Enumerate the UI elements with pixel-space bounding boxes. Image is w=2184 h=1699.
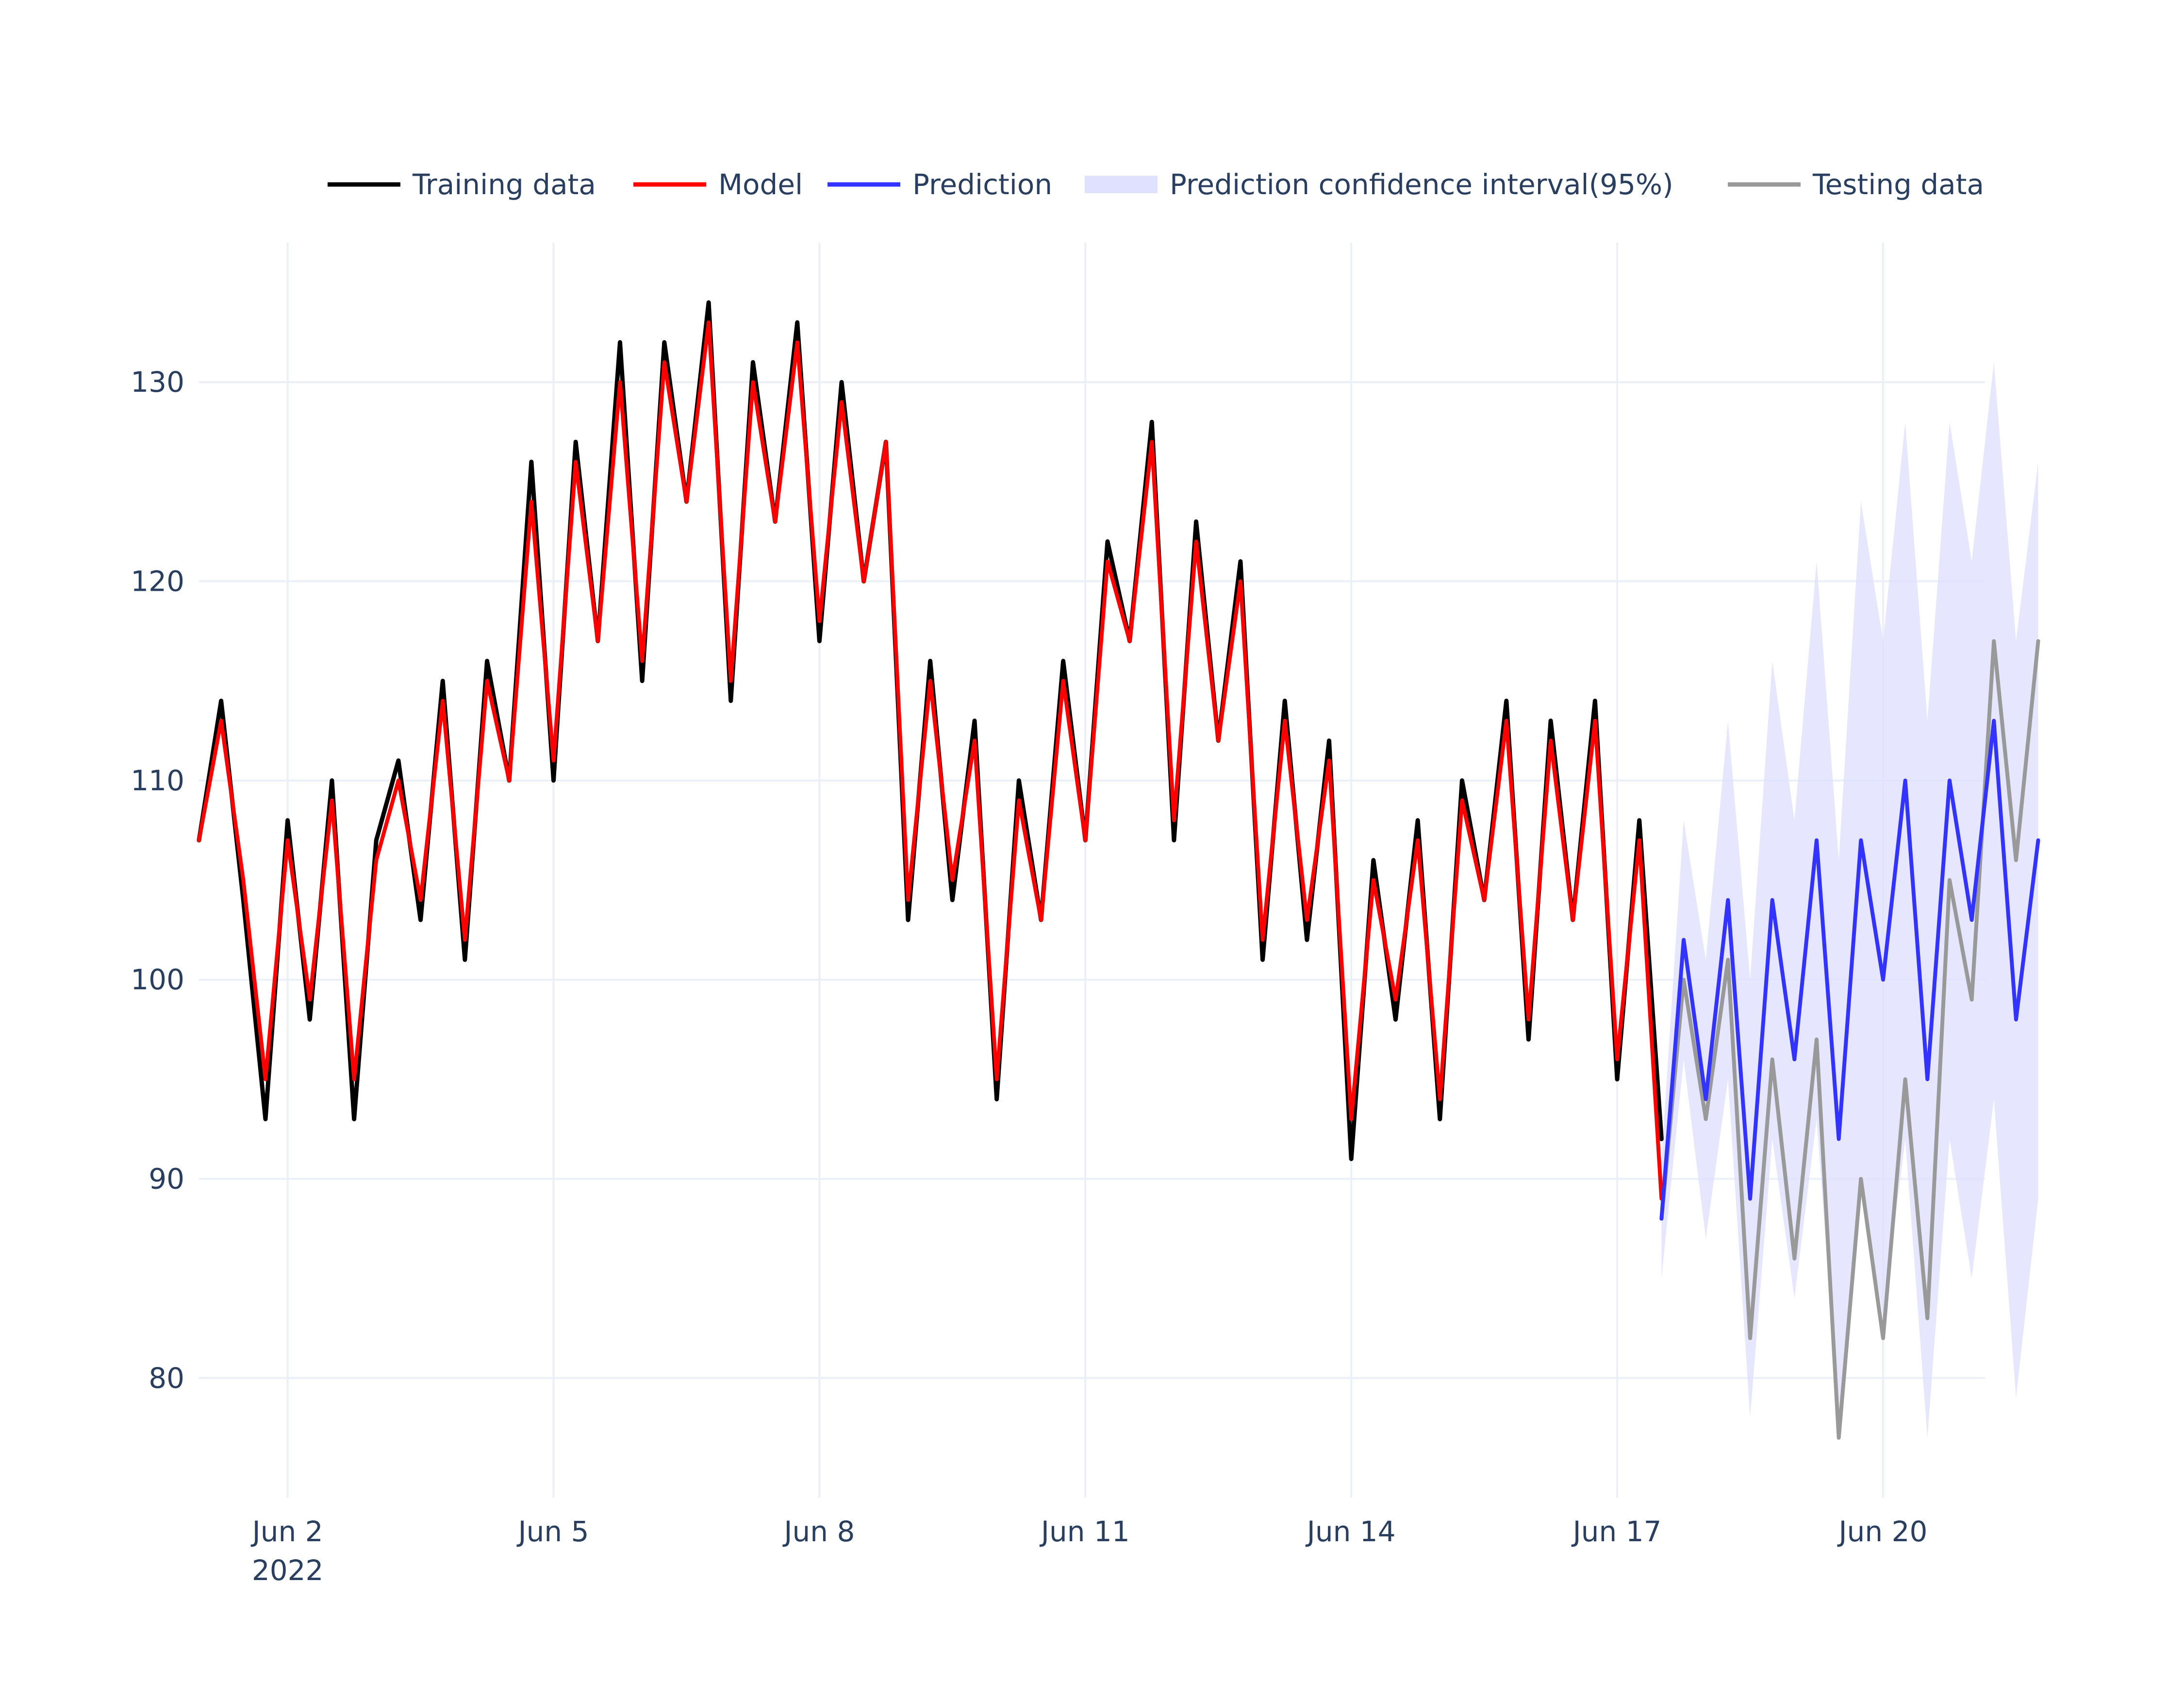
y-tick-label: 120 bbox=[131, 565, 184, 598]
x-gridlines bbox=[286, 243, 1884, 1498]
legend-item-prediction[interactable]: Prediction bbox=[827, 168, 1052, 201]
y-tick-label: 130 bbox=[131, 366, 184, 399]
legend-item-model[interactable]: Model bbox=[633, 168, 803, 201]
legend-label: Prediction confidence interval(95%) bbox=[1170, 168, 1673, 201]
y-tick-label: 80 bbox=[149, 1362, 184, 1395]
x-tick-label: Jun 14 bbox=[1306, 1515, 1396, 1548]
series-testing-data-line bbox=[1659, 639, 2040, 1440]
x-tick-label: Jun 8 bbox=[782, 1515, 855, 1548]
y-tick-label: 100 bbox=[131, 963, 184, 996]
legend-item-prediction-confidence-interval-95[interactable]: Prediction confidence interval(95%) bbox=[1085, 168, 1673, 201]
series-prediction-confidence-interval-95-band bbox=[1661, 362, 2038, 1438]
x-tick-label: Jun 17 bbox=[1572, 1515, 1662, 1548]
y-tick-label: 110 bbox=[131, 764, 184, 797]
legend: Training data Model Prediction Prediction c… bbox=[328, 168, 1984, 201]
y-axis: 80 90 100 110 120 130 bbox=[131, 366, 184, 1395]
x-tick-label: Jun 5 bbox=[517, 1515, 589, 1548]
series-model-line bbox=[197, 320, 1664, 1201]
x-tick-label: Jun 2 bbox=[251, 1515, 323, 1548]
y-tick-label: 90 bbox=[149, 1162, 184, 1195]
legend-label: Prediction bbox=[912, 168, 1052, 201]
legend-item-training-data[interactable]: Training data bbox=[328, 168, 596, 201]
legend-label: Training data bbox=[412, 168, 596, 201]
series-training-data-line bbox=[197, 300, 1664, 1161]
legend-label: Model bbox=[718, 168, 803, 201]
legend-swatch bbox=[1085, 176, 1158, 193]
series-prediction-line bbox=[1659, 718, 2040, 1221]
x-tick-label: Jun 11 bbox=[1040, 1515, 1130, 1548]
legend-item-testing-data[interactable]: Testing data bbox=[1728, 168, 1984, 201]
x-axis: Jun 2 2022 Jun 5 Jun 8 Jun 11 Jun 14 Jun 17 Jun… bbox=[251, 1515, 1928, 1587]
legend-label: Testing data bbox=[1812, 168, 1984, 201]
x-tick-year-label: 2022 bbox=[252, 1554, 324, 1587]
x-tick-label: Jun 20 bbox=[1837, 1515, 1928, 1548]
plot-area bbox=[197, 300, 2040, 1440]
